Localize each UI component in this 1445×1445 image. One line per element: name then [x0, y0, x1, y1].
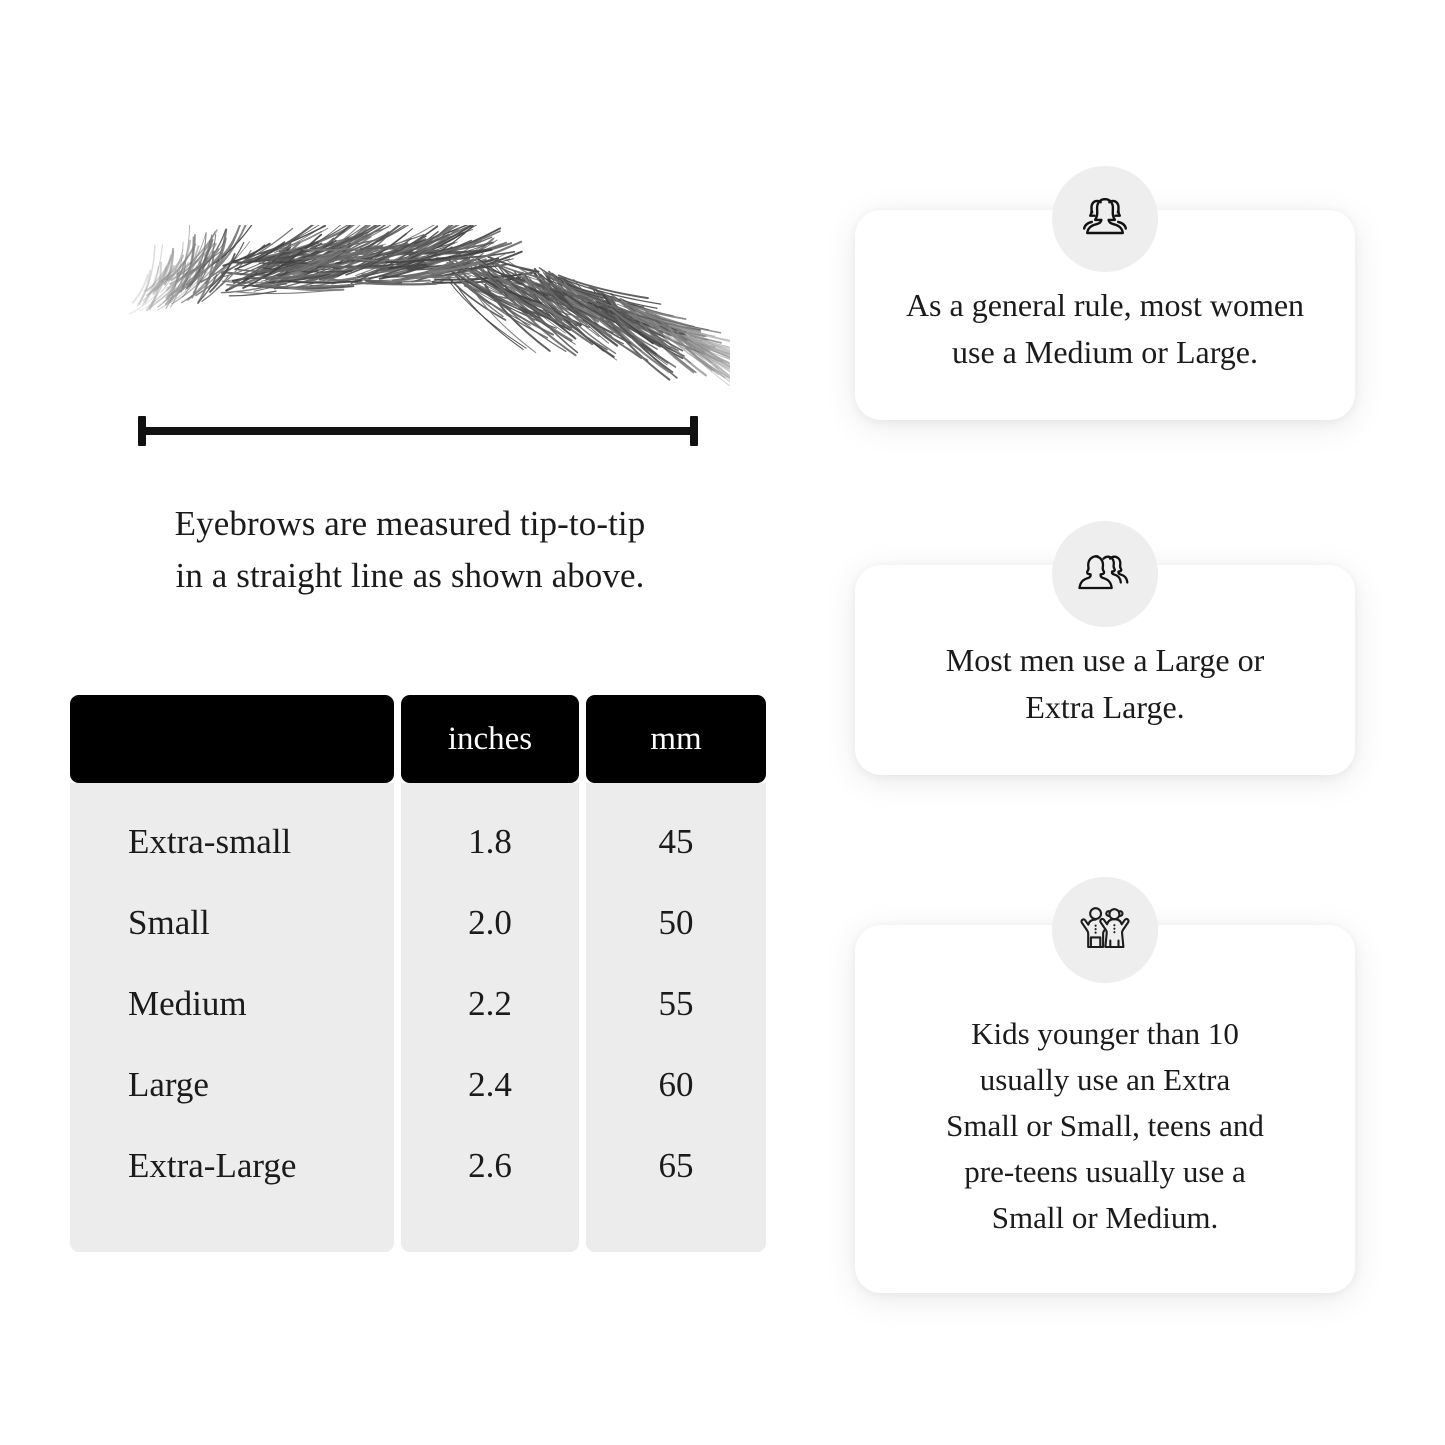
women-group-icon: [1052, 166, 1158, 272]
table-cell-inches: 1.8: [468, 822, 512, 861]
men-group-icon: [1052, 521, 1158, 627]
table-row: Medium: [128, 984, 247, 1023]
tip-line: Extra Large.: [1025, 689, 1185, 725]
table-row: Small: [128, 903, 210, 942]
tip-line: Small or Medium.: [991, 1200, 1219, 1235]
table-cell-inches: 2.6: [468, 1146, 512, 1185]
tip-line: Small or Small, teens and: [946, 1108, 1264, 1143]
table-cell-inches: 2.2: [468, 984, 512, 1023]
tip-line: use a Medium or Large.: [952, 334, 1258, 370]
tip-line: Kids younger than 10: [971, 1016, 1239, 1051]
table-cell-inches: 2.4: [468, 1065, 512, 1104]
caption-line-2: in a straight line as shown above.: [175, 556, 645, 595]
tip-card-body: Kids younger than 10 usually use an Extr…: [855, 925, 1355, 1293]
size-table-body: Extra-small Small Medium Large Extra-Lar…: [70, 783, 766, 1252]
header-cell-inches: inches: [401, 695, 579, 783]
measurement-section: Eyebrows are measured tip-to-tip in a st…: [60, 225, 766, 1252]
tip-line: usually use an Extra: [979, 1062, 1231, 1097]
children-icon: [1052, 877, 1158, 983]
size-table-header-row: inches mm: [70, 695, 766, 783]
table-cell-mm: 55: [658, 984, 694, 1023]
size-label-column: Extra-small Small Medium Large Extra-Lar…: [70, 783, 394, 1252]
table-cell-inches: 2.0: [468, 903, 512, 942]
table-row: Extra-Large: [128, 1146, 297, 1185]
table-row: Large: [128, 1065, 209, 1104]
measurement-caption: Eyebrows are measured tip-to-tip in a st…: [60, 498, 760, 602]
tip-line: As a general rule, most women: [905, 287, 1305, 323]
table-row: Extra-small: [128, 822, 292, 861]
tip-card-women: As a general rule, most women use a Medi…: [855, 166, 1355, 420]
tip-card-kids: Kids younger than 10 usually use an Extr…: [855, 877, 1355, 1293]
tip-line: pre-teens usually use a: [964, 1154, 1246, 1189]
tip-line: Most men use a Large or: [945, 642, 1265, 678]
tip-text-kids: Kids younger than 10 usually use an Extr…: [891, 1011, 1319, 1241]
table-cell-mm: 50: [658, 903, 694, 942]
size-table: inches mm Extra-small Small Medium Large…: [70, 695, 766, 1252]
tip-text-men: Most men use a Large or Extra Large.: [895, 637, 1315, 731]
table-cell-mm: 60: [658, 1065, 694, 1104]
header-cell-size: [70, 695, 394, 783]
caption-line-1: Eyebrows are measured tip-to-tip: [174, 504, 646, 543]
measurement-bar-icon: [138, 412, 698, 452]
eyebrow-illustration: [110, 225, 730, 405]
mm-column: 45 50 55 60 65: [586, 783, 766, 1252]
table-cell-mm: 65: [658, 1146, 694, 1185]
tip-card-men: Most men use a Large or Extra Large.: [855, 521, 1355, 775]
header-cell-mm: mm: [586, 695, 766, 783]
table-cell-mm: 45: [658, 822, 694, 861]
tip-text-women: As a general rule, most women use a Medi…: [895, 282, 1315, 376]
tips-section: As a general rule, most women use a Medi…: [855, 0, 1355, 1445]
inches-column: 1.8 2.0 2.2 2.4 2.6: [401, 783, 579, 1252]
